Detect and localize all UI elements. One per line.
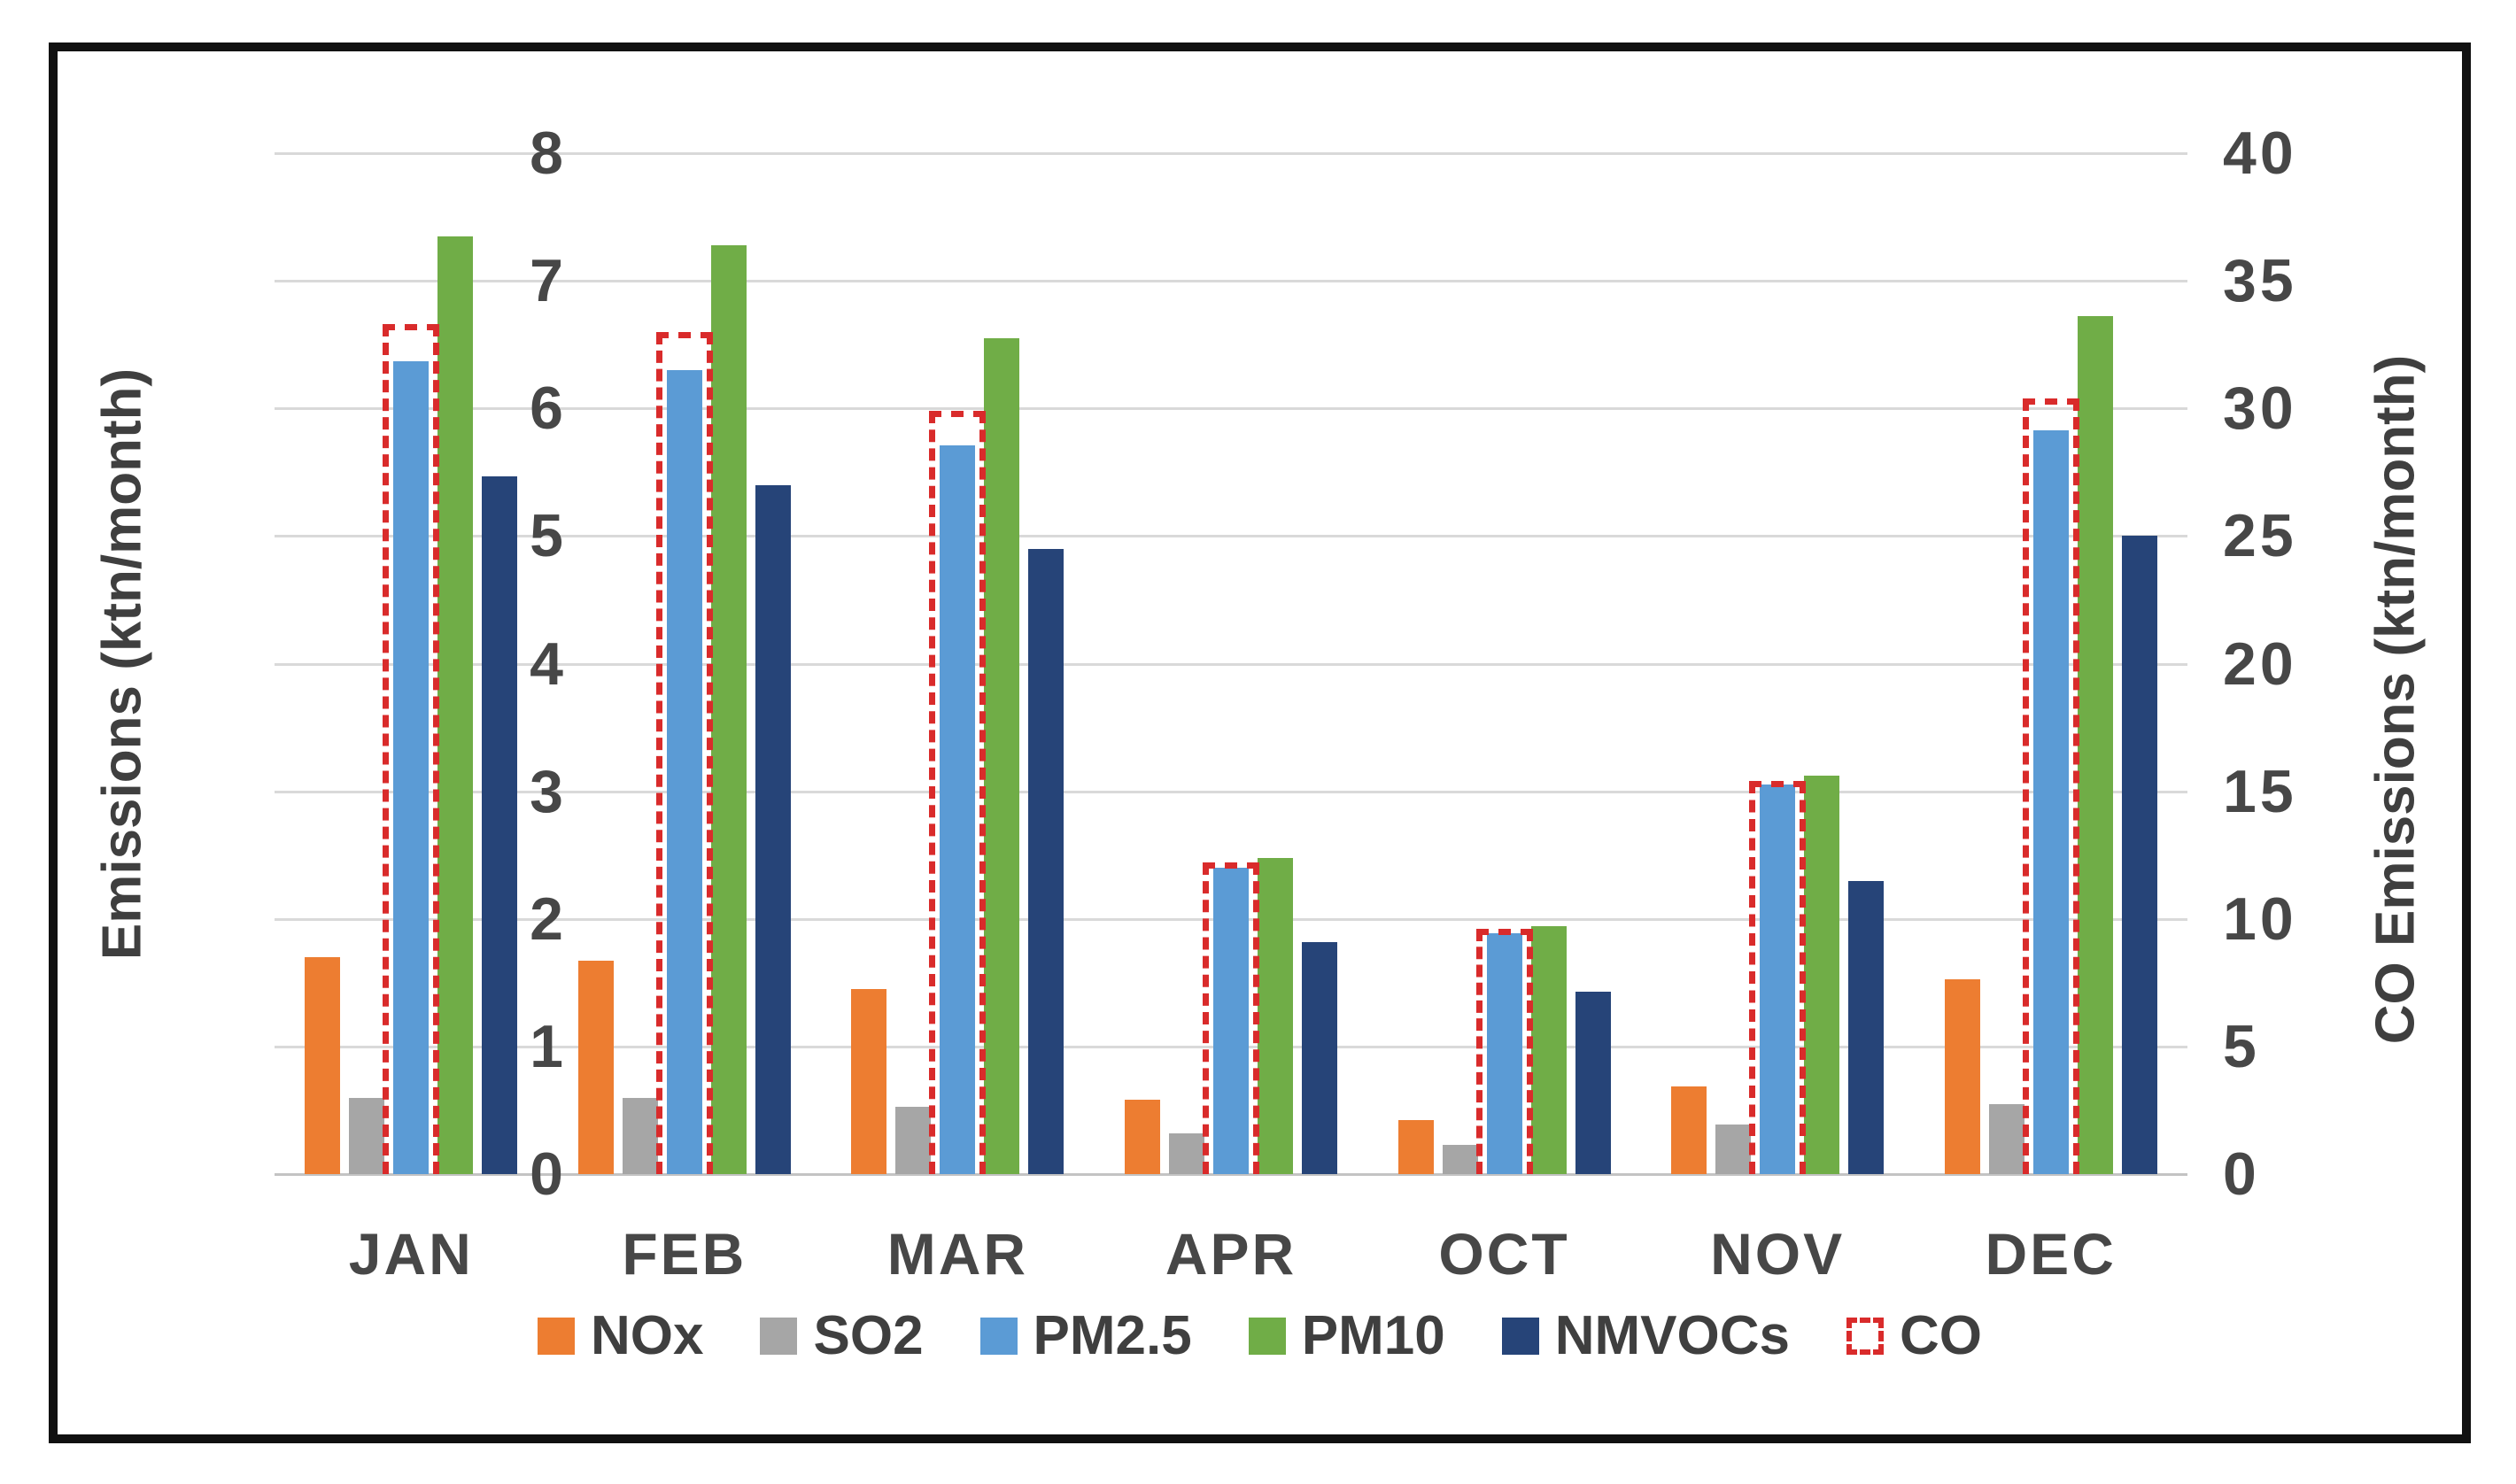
bar-dec-nmvocs bbox=[2121, 536, 2157, 1174]
left-tick-5: 5 bbox=[530, 502, 563, 570]
left-tick-0: 0 bbox=[530, 1140, 563, 1208]
legend-swatch-nmvocs-icon bbox=[1501, 1318, 1539, 1355]
bar-jan-nox bbox=[305, 957, 341, 1174]
gridline-7 bbox=[275, 280, 2187, 283]
bar-apr-nmvocs bbox=[1302, 941, 1337, 1174]
left-tick-6: 6 bbox=[530, 375, 563, 443]
bar-dec-nox bbox=[1944, 978, 1980, 1174]
legend-label-nox: NOx bbox=[591, 1305, 704, 1366]
bar-dec-pm10 bbox=[2077, 316, 2113, 1174]
legend-swatch-nox-icon bbox=[538, 1318, 575, 1355]
month-label-oct: OCT bbox=[1438, 1221, 1570, 1287]
co-dashed-bar-oct bbox=[1475, 929, 1533, 1174]
co-dashed-bar-dec bbox=[2022, 398, 2079, 1174]
right-tick-20: 20 bbox=[2223, 630, 2297, 698]
legend-label-co: CO bbox=[1899, 1305, 1982, 1366]
bar-feb-so2 bbox=[622, 1097, 658, 1174]
co-dashed-bar-mar bbox=[929, 411, 987, 1174]
left-tick-2: 2 bbox=[530, 885, 563, 953]
month-label-nov: NOV bbox=[1710, 1221, 1846, 1287]
co-dashed-bar-feb bbox=[655, 331, 713, 1174]
left-tick-4: 4 bbox=[530, 630, 563, 698]
plot-area bbox=[275, 152, 2187, 1176]
bar-feb-nmvocs bbox=[755, 484, 791, 1174]
co-dashed-bar-nov bbox=[1749, 781, 1807, 1174]
legend-item-pm2.5: PM2.5 bbox=[979, 1305, 1192, 1366]
right-tick-25: 25 bbox=[2223, 502, 2297, 570]
bar-mar-pm10 bbox=[984, 337, 1020, 1174]
left-tick-1: 1 bbox=[530, 1012, 563, 1080]
right-axis-title: CO Emissions (ktn/month) bbox=[2365, 354, 2427, 1045]
bar-nov-nmvocs bbox=[1848, 880, 1885, 1174]
legend-swatch-pm10-icon bbox=[1248, 1318, 1286, 1355]
legend-label-so2: SO2 bbox=[813, 1305, 924, 1366]
bar-feb-nox bbox=[577, 961, 614, 1174]
right-tick-10: 10 bbox=[2223, 885, 2297, 953]
month-label-dec: DEC bbox=[1985, 1221, 2117, 1287]
left-axis-title: Emissions (ktn/month) bbox=[91, 367, 153, 961]
bar-nov-nox bbox=[1671, 1086, 1707, 1174]
bar-apr-pm10 bbox=[1258, 857, 1293, 1174]
right-tick-5: 5 bbox=[2223, 1012, 2260, 1080]
gridline-5 bbox=[275, 535, 2187, 538]
legend-label-pm10: PM10 bbox=[1301, 1305, 1445, 1366]
bar-nov-pm2.5 bbox=[1760, 785, 1796, 1174]
right-tick-0: 0 bbox=[2223, 1140, 2260, 1208]
co-dashed-bar-apr bbox=[1203, 862, 1259, 1174]
bar-nov-so2 bbox=[1715, 1124, 1752, 1174]
right-tick-30: 30 bbox=[2223, 375, 2297, 443]
bar-mar-so2 bbox=[895, 1106, 932, 1174]
legend-item-so2: SO2 bbox=[760, 1305, 924, 1366]
gridline-8 bbox=[275, 152, 2187, 155]
legend-swatch-co-dashed-icon bbox=[1846, 1318, 1884, 1355]
legend-item-nox: NOx bbox=[538, 1309, 703, 1364]
gridline-6 bbox=[275, 407, 2187, 411]
left-tick-7: 7 bbox=[530, 247, 563, 315]
bar-oct-nmvocs bbox=[1575, 991, 1611, 1174]
right-tick-15: 15 bbox=[2223, 757, 2297, 825]
bar-mar-nox bbox=[851, 989, 887, 1174]
bar-mar-nmvocs bbox=[1028, 548, 1064, 1174]
legend-label-pm2.5: PM2.5 bbox=[1033, 1305, 1192, 1366]
legend-item-co: CO bbox=[1846, 1309, 1982, 1364]
legend-item-nmvocs: NMVOCs bbox=[1501, 1305, 1790, 1366]
gridline-4 bbox=[275, 662, 2187, 666]
right-tick-40: 40 bbox=[2223, 120, 2297, 187]
left-tick-8: 8 bbox=[530, 120, 563, 187]
month-label-feb: FEB bbox=[622, 1221, 747, 1287]
bar-dec-pm2.5 bbox=[2032, 429, 2069, 1174]
bar-apr-pm2.5 bbox=[1213, 868, 1249, 1174]
month-label-mar: MAR bbox=[886, 1221, 1029, 1287]
bar-apr-nox bbox=[1125, 1100, 1160, 1174]
gridline-3 bbox=[275, 790, 2187, 793]
month-label-apr: APR bbox=[1165, 1221, 1297, 1287]
left-tick-3: 3 bbox=[530, 757, 563, 825]
bar-jan-nmvocs bbox=[482, 475, 518, 1174]
legend-swatch-so2-icon bbox=[760, 1318, 798, 1355]
bar-oct-so2 bbox=[1442, 1144, 1478, 1174]
bar-apr-so2 bbox=[1169, 1132, 1204, 1174]
bar-mar-pm2.5 bbox=[940, 445, 976, 1174]
bar-nov-pm10 bbox=[1804, 776, 1840, 1174]
legend-swatch-pm2.5-icon bbox=[979, 1318, 1018, 1355]
bar-jan-pm10 bbox=[437, 236, 474, 1174]
legend-item-pm10: PM10 bbox=[1248, 1305, 1445, 1366]
bar-oct-pm10 bbox=[1530, 926, 1567, 1174]
bar-jan-so2 bbox=[349, 1097, 385, 1174]
bar-jan-pm2.5 bbox=[393, 360, 430, 1174]
bar-feb-pm2.5 bbox=[666, 370, 702, 1174]
month-label-jan: JAN bbox=[348, 1221, 474, 1287]
bar-feb-pm10 bbox=[710, 244, 747, 1174]
gridline-0 bbox=[275, 1173, 2187, 1176]
co-dashed-bar-jan bbox=[383, 324, 440, 1174]
right-tick-35: 35 bbox=[2223, 247, 2297, 315]
legend: NOx SO2 PM2.5 PM10 NMVOCs CO bbox=[49, 1309, 2471, 1364]
bar-dec-so2 bbox=[1988, 1103, 2024, 1174]
legend-label-nmvocs: NMVOCs bbox=[1554, 1305, 1790, 1366]
bar-oct-pm2.5 bbox=[1486, 932, 1522, 1174]
bar-oct-nox bbox=[1397, 1120, 1434, 1174]
